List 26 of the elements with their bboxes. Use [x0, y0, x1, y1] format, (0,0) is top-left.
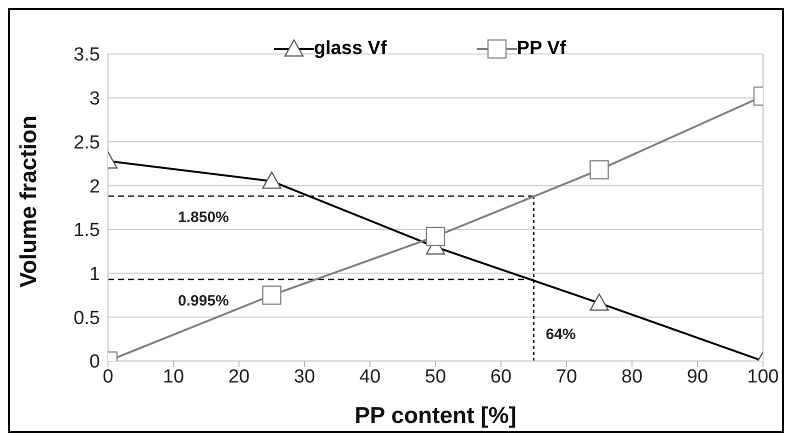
annotation: 1.850% [178, 209, 229, 226]
x-tick-label: 100 [747, 366, 779, 388]
x-tick-label: 20 [228, 366, 250, 388]
annotation: 64% [546, 326, 576, 343]
x-tick-label: 10 [162, 366, 184, 388]
x-tick-label: 80 [621, 366, 643, 388]
x-tick-label: 50 [424, 366, 446, 388]
x-axis-title: PP content [%] [354, 402, 516, 428]
x-tick-label: 70 [556, 366, 578, 388]
y-tick-label: 0 [89, 352, 100, 373]
y-tick-label: 3.5 [74, 44, 100, 66]
y-tick-label: 2 [89, 176, 100, 198]
y-tick-label: 1.5 [74, 220, 100, 242]
y-tick-label: 2.5 [74, 132, 100, 154]
y-tick-label: 0.5 [74, 308, 100, 329]
x-tick-label: 60 [490, 366, 512, 388]
annotation: 0.995% [178, 292, 229, 310]
legend-label: glass Vf [312, 38, 387, 60]
x-tick-label: 30 [294, 366, 316, 388]
x-tick-label: 0 [102, 366, 114, 388]
y-axis-title: Volume fraction [15, 115, 42, 288]
x-tick-label: 90 [686, 366, 708, 388]
x-tick-label: 40 [359, 366, 381, 388]
y-tick-label: 3 [89, 88, 100, 110]
legend-label: PP Vf [516, 38, 566, 60]
y-tick-label: 1 [89, 264, 100, 286]
